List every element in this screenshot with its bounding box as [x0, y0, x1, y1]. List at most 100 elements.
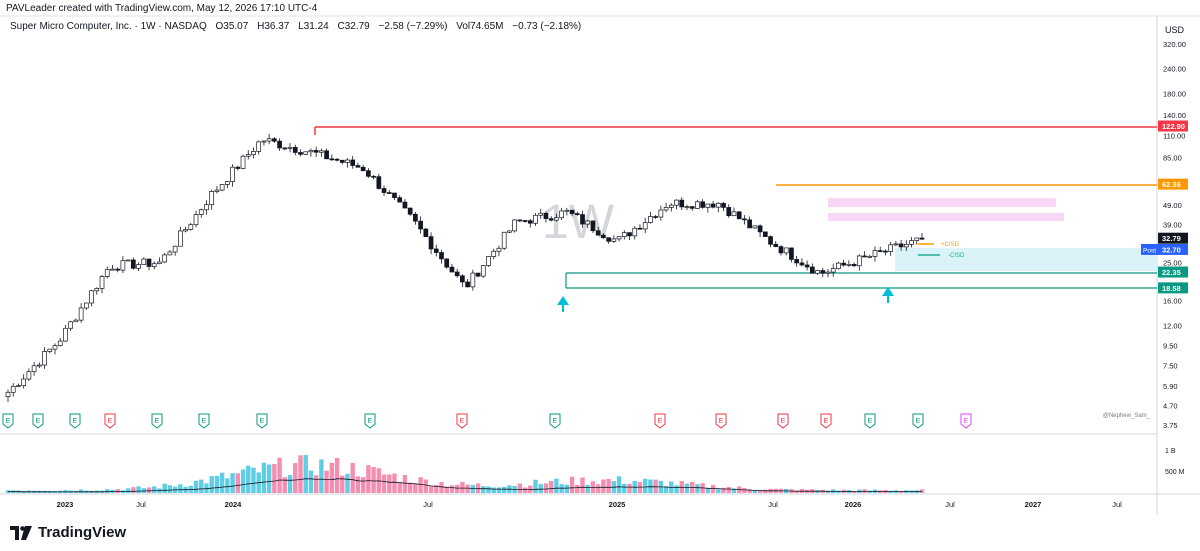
earnings-marker[interactable]: E — [549, 413, 561, 429]
candle-body — [433, 248, 439, 253]
candle-body — [533, 214, 538, 224]
candle-body — [209, 191, 215, 206]
earnings-letter: E — [658, 418, 663, 425]
volume-bar — [355, 476, 361, 493]
candle-body — [52, 345, 58, 350]
price-tag-teal-lower — [1158, 282, 1188, 294]
candle-body — [402, 201, 408, 209]
volume-bar — [496, 487, 502, 493]
candle-body — [423, 228, 429, 237]
earnings-marker[interactable]: E — [864, 413, 876, 429]
candle-body — [73, 319, 79, 323]
candle-body — [99, 276, 105, 289]
volume-bar — [825, 490, 831, 493]
earnings-marker[interactable]: E — [151, 413, 163, 429]
volume-bar — [115, 489, 120, 493]
candle-body — [282, 147, 288, 150]
fvg-zone-lower — [828, 213, 1064, 221]
candle-body — [188, 224, 194, 230]
volume-bar — [105, 489, 110, 493]
candle-body — [642, 222, 648, 230]
candle-body — [736, 211, 742, 220]
candle-body — [110, 268, 115, 271]
candle-body — [522, 220, 528, 222]
volume-bar — [716, 489, 721, 493]
candle-body — [715, 202, 721, 208]
candle-body — [726, 207, 732, 217]
earnings-marker[interactable]: E — [960, 413, 972, 429]
earnings-marker[interactable]: E — [654, 413, 666, 429]
ohlc-low: L31.24 — [298, 21, 329, 32]
candle-body — [836, 262, 841, 269]
candle-body — [527, 220, 533, 224]
earnings-marker[interactable]: E — [2, 413, 14, 429]
candle-body — [303, 151, 309, 155]
symbol-name[interactable]: Super Micro Computer, Inc. · 1W · NASDAQ — [10, 21, 207, 32]
earnings-marker[interactable]: E — [69, 413, 81, 429]
candle-body — [94, 288, 100, 292]
earnings-marker[interactable]: E — [456, 413, 468, 429]
candle-body — [663, 207, 669, 211]
earnings-marker[interactable]: E — [777, 413, 789, 429]
earnings-marker[interactable]: E — [104, 413, 116, 429]
demand-zone — [895, 248, 1157, 271]
tradingview-logo[interactable]: TradingView — [10, 524, 126, 541]
volume-bar — [319, 459, 324, 493]
volume-bar — [434, 484, 439, 493]
credit-line: PAVLeader created with TradingView.com, … — [6, 3, 318, 14]
volume-bar — [272, 464, 277, 493]
time-axis-label: 2024 — [225, 500, 243, 509]
volume-bar — [569, 476, 575, 493]
earnings-marker[interactable]: E — [715, 413, 727, 429]
volume-bar — [235, 473, 241, 493]
volume-bar — [298, 455, 303, 493]
earnings-marker[interactable]: E — [364, 413, 376, 429]
volume-bar — [836, 490, 841, 493]
candle-body — [157, 261, 162, 265]
earnings-marker[interactable]: E — [912, 413, 924, 429]
price-axis-label: 110.00 — [1163, 131, 1185, 140]
volume-bar — [381, 474, 387, 493]
candle-body — [454, 271, 460, 277]
candle-body — [799, 262, 805, 266]
time-axis-label: 2027 — [1025, 500, 1042, 509]
volume-bar — [486, 486, 491, 493]
volume-bar — [360, 477, 366, 493]
plus-cisd-label: +CISD — [941, 242, 960, 248]
price-axis: 320.00 240.00 180.00 140.00 110.00 85.00 49.00… — [1163, 40, 1186, 430]
candle-body — [204, 204, 209, 211]
candle-body — [648, 216, 653, 223]
earnings-letter: E — [553, 418, 558, 425]
candle-body — [444, 258, 450, 268]
volume-bar — [564, 484, 570, 493]
volume-bar — [261, 462, 267, 493]
candle-body — [637, 227, 643, 230]
earnings-marker[interactable]: E — [198, 413, 210, 429]
earnings-marker[interactable]: E — [32, 413, 44, 429]
up-arrow-icon — [882, 287, 894, 303]
volume-bar — [251, 467, 256, 493]
candle-body — [78, 307, 84, 321]
fvg-zone-upper — [828, 198, 1056, 207]
currency-label[interactable]: USD — [1165, 25, 1185, 35]
candle-body — [898, 243, 904, 248]
candle-body — [235, 166, 241, 169]
ohlc-high: H36.37 — [257, 21, 290, 32]
volume-bar — [152, 486, 157, 493]
candle-body — [710, 203, 716, 208]
earnings-marker[interactable]: E — [256, 413, 268, 429]
price-tag-teal-upper — [1158, 266, 1188, 278]
volume-bar — [663, 486, 669, 493]
candle-body — [251, 151, 256, 156]
volume-bar — [554, 478, 559, 493]
candle-body — [68, 321, 74, 329]
earnings-marker[interactable]: E — [820, 413, 832, 429]
volume-bar — [752, 489, 758, 493]
candle-body — [627, 232, 632, 237]
volume-bar — [585, 484, 590, 493]
candle-body — [668, 204, 674, 208]
candle-body — [689, 206, 695, 209]
candle-body — [136, 264, 141, 269]
candle-body — [47, 348, 53, 352]
